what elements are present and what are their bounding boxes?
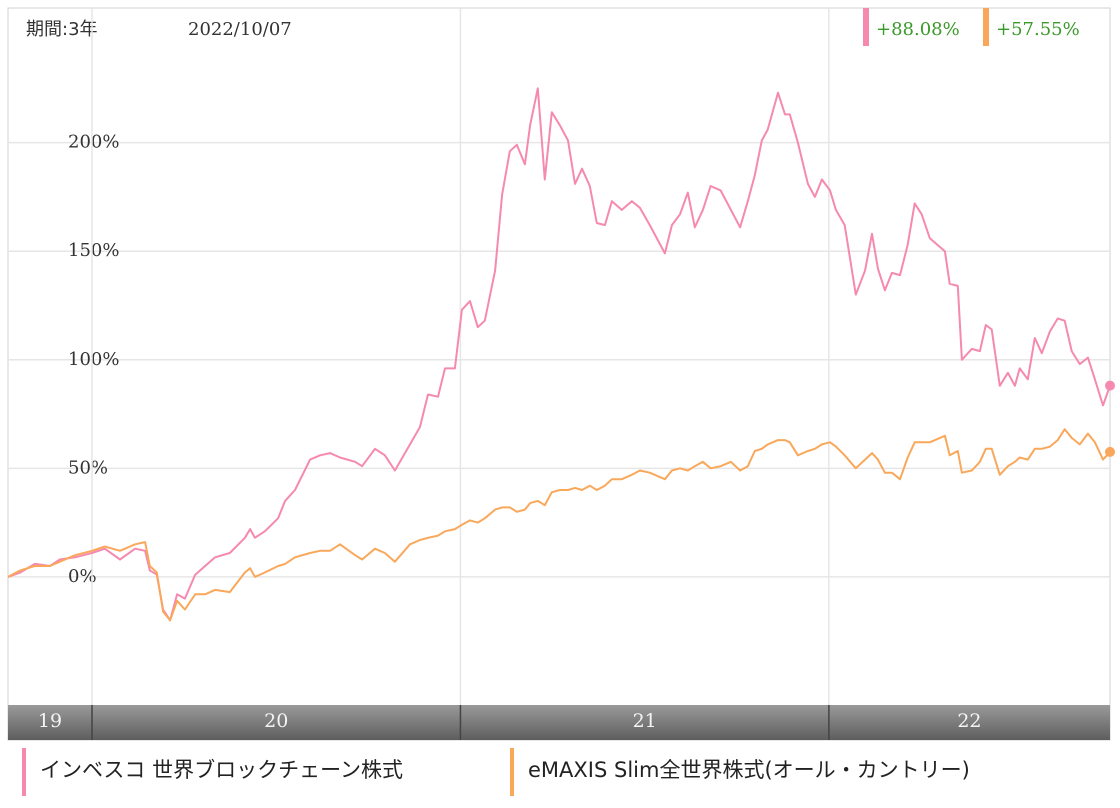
end-dot [1105, 380, 1115, 391]
legend-label: インベスコ 世界ブロックチェーン株式 [40, 758, 403, 782]
legend-label: eMAXIS Slim全世界株式(オール・カントリー) [528, 758, 970, 782]
y-tick-label: 50% [68, 457, 108, 478]
change-marker [983, 8, 989, 46]
y-tick-label: 100% [68, 349, 119, 370]
y-tick-label: 150% [68, 240, 119, 261]
x-tick-label: 22 [957, 710, 981, 732]
legend-swatch [22, 748, 26, 796]
change-marker [863, 8, 869, 46]
y-tick-label: 200% [68, 132, 119, 153]
x-tick-label: 21 [633, 710, 657, 732]
legend-swatch [510, 748, 514, 796]
x-axis-band [8, 705, 1110, 740]
change-label: +57.55% [996, 19, 1080, 40]
x-tick-label: 20 [264, 710, 288, 732]
y-tick-label: 0% [68, 566, 97, 587]
x-tick-label: 19 [38, 710, 62, 732]
date-label: 2022/10/07 [188, 19, 292, 40]
plot-frame [7, 7, 1111, 741]
series-line [7, 87, 1111, 622]
period-label: 期間:3年 [26, 19, 98, 40]
end-dot [1105, 446, 1115, 457]
change-label: +88.08% [876, 19, 960, 40]
series-line [7, 428, 1111, 622]
